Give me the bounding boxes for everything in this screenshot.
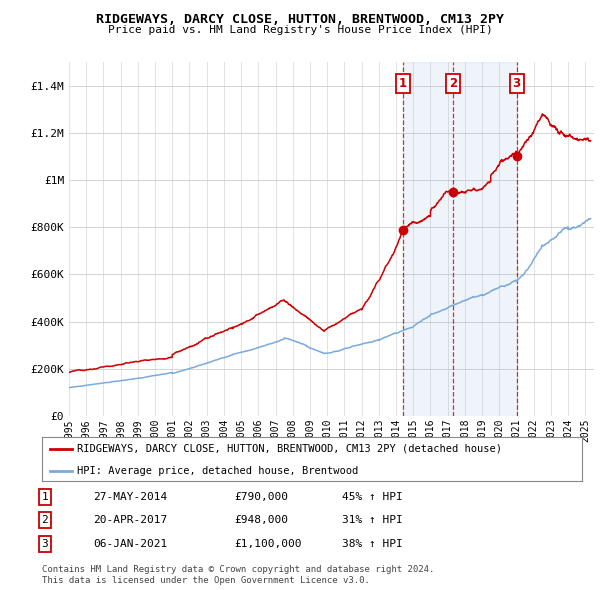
Text: This data is licensed under the Open Government Licence v3.0.: This data is licensed under the Open Gov… xyxy=(42,576,370,585)
Text: Price paid vs. HM Land Registry's House Price Index (HPI): Price paid vs. HM Land Registry's House … xyxy=(107,25,493,35)
Text: 45% ↑ HPI: 45% ↑ HPI xyxy=(342,492,403,502)
Text: 3: 3 xyxy=(41,539,49,549)
Text: 27-MAY-2014: 27-MAY-2014 xyxy=(93,492,167,502)
Text: RIDGEWAYS, DARCY CLOSE, HUTTON, BRENTWOOD, CM13 2PY: RIDGEWAYS, DARCY CLOSE, HUTTON, BRENTWOO… xyxy=(96,13,504,26)
Text: 2: 2 xyxy=(41,516,49,525)
Text: £948,000: £948,000 xyxy=(234,516,288,525)
Text: 31% ↑ HPI: 31% ↑ HPI xyxy=(342,516,403,525)
Text: 1: 1 xyxy=(399,77,407,90)
Text: RIDGEWAYS, DARCY CLOSE, HUTTON, BRENTWOOD, CM13 2PY (detached house): RIDGEWAYS, DARCY CLOSE, HUTTON, BRENTWOO… xyxy=(77,444,502,454)
Text: 38% ↑ HPI: 38% ↑ HPI xyxy=(342,539,403,549)
Text: Contains HM Land Registry data © Crown copyright and database right 2024.: Contains HM Land Registry data © Crown c… xyxy=(42,565,434,574)
Text: 1: 1 xyxy=(41,492,49,502)
Bar xyxy=(403,62,517,416)
Text: HPI: Average price, detached house, Brentwood: HPI: Average price, detached house, Bren… xyxy=(77,466,358,476)
Text: 3: 3 xyxy=(512,77,521,90)
Text: 20-APR-2017: 20-APR-2017 xyxy=(93,516,167,525)
Text: 2: 2 xyxy=(449,77,457,90)
Text: £1,100,000: £1,100,000 xyxy=(234,539,302,549)
Text: 06-JAN-2021: 06-JAN-2021 xyxy=(93,539,167,549)
Text: £790,000: £790,000 xyxy=(234,492,288,502)
